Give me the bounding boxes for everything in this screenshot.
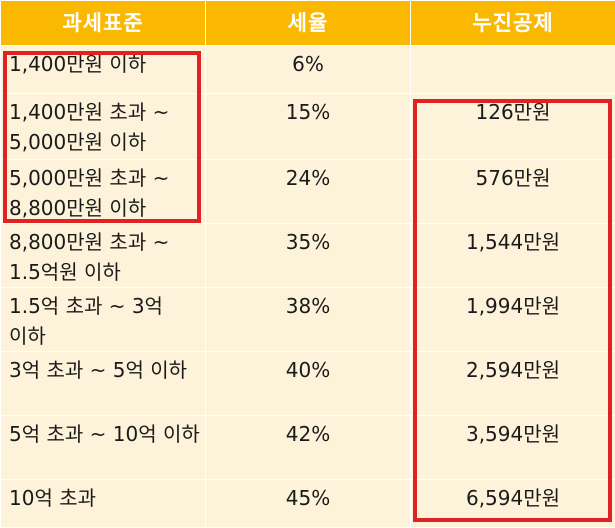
table-row: 8,800만원 초과 ~ 1.5억원 이하 35% 1,544만원 — [1, 224, 615, 288]
tax-rate-cell: 6% — [206, 46, 411, 94]
tax-base-cell: 1.5억 초과 ~ 3억 이하 — [1, 288, 206, 352]
tax-rate-cell: 38% — [206, 288, 411, 352]
deduction-cell: 2,594만원 — [411, 352, 615, 416]
table-row: 5억 초과 ~ 10억 이하 42% 3,594만원 — [1, 416, 615, 480]
header-progressive-deduction: 누진공제 — [411, 1, 615, 46]
tax-rate-cell: 45% — [206, 480, 411, 528]
tax-rate-cell: 24% — [206, 160, 411, 224]
tax-base-cell: 10억 초과 — [1, 480, 206, 528]
tax-rate-cell: 42% — [206, 416, 411, 480]
deduction-cell: 1,994만원 — [411, 288, 615, 352]
tax-base-cell: 5,000만원 초과 ~ 8,800만원 이하 — [1, 160, 206, 224]
tax-rate-cell: 15% — [206, 94, 411, 160]
header-tax-base: 과세표준 — [1, 1, 206, 46]
table-row: 1.5억 초과 ~ 3억 이하 38% 1,994만원 — [1, 288, 615, 352]
tax-base-cell: 3억 초과 ~ 5억 이하 — [1, 352, 206, 416]
table-row: 5,000만원 초과 ~ 8,800만원 이하 24% 576만원 — [1, 160, 615, 224]
tax-base-cell: 8,800만원 초과 ~ 1.5억원 이하 — [1, 224, 206, 288]
table-row: 1,400만원 이하 6% — [1, 46, 615, 94]
deduction-cell: 3,594만원 — [411, 416, 615, 480]
tax-base-cell: 1,400만원 이하 — [1, 46, 206, 94]
deduction-cell: 576만원 — [411, 160, 615, 224]
deduction-cell: 6,594만원 — [411, 480, 615, 528]
header-tax-rate: 세율 — [206, 1, 411, 46]
tax-base-cell: 5억 초과 ~ 10억 이하 — [1, 416, 206, 480]
tax-rate-cell: 35% — [206, 224, 411, 288]
table-row: 3억 초과 ~ 5억 이하 40% 2,594만원 — [1, 352, 615, 416]
table-row: 1,400만원 초과 ~ 5,000만원 이하 15% 126만원 — [1, 94, 615, 160]
deduction-cell — [411, 46, 615, 94]
table-row: 10억 초과 45% 6,594만원 — [1, 480, 615, 528]
tax-base-cell: 1,400만원 초과 ~ 5,000만원 이하 — [1, 94, 206, 160]
header-row: 과세표준 세율 누진공제 — [1, 1, 615, 46]
tax-rate-cell: 40% — [206, 352, 411, 416]
deduction-cell: 1,544만원 — [411, 224, 615, 288]
deduction-cell: 126만원 — [411, 94, 615, 160]
